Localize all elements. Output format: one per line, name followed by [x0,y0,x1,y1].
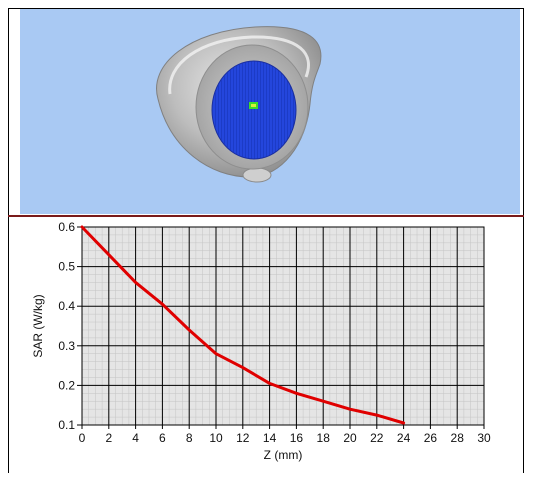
render-svg [156,26,322,183]
y-tick-label: 0.1 [58,418,75,432]
x-tick-label: 14 [263,431,277,445]
x-tick-label: 18 [317,431,331,445]
y-tick-label: 0.6 [58,220,75,234]
x-tick-label: 30 [477,431,491,445]
scan-area [211,60,297,160]
sar-chart: 0 2 4 6 8 10 12 14 16 18 20 22 24 26 28 30 0.1 0.2 0.3 0.4… [20,217,520,473]
phantom-rim [168,35,310,95]
series-line [80,225,406,425]
x-axis-label: Z (mm) [264,448,303,462]
top-frame [8,8,524,216]
y-tick-label: 0.4 [58,299,75,313]
phantom-nub [242,167,272,183]
x-tick-label: 2 [105,431,112,445]
grid-lines [81,226,485,426]
x-tick-label: 16 [290,431,304,445]
x-axis-ticks: 0 2 4 6 8 10 12 14 16 18 20 22 24 26 28 30 [79,425,491,445]
y-axis-ticks: 0.1 0.2 0.3 0.4 0.5 0.6 [58,220,82,432]
x-tick-label: 26 [424,431,438,445]
x-tick-label: 24 [397,431,411,445]
x-tick-label: 0 [79,431,86,445]
x-tick-label: 12 [236,431,250,445]
y-axis-label: SAR (W/kg) [31,294,45,357]
bottom-frame [8,217,524,473]
x-tick-label: 10 [209,431,223,445]
sar-3d-render [20,9,520,214]
frame-divider [8,215,524,217]
y-tick-label: 0.3 [58,339,75,353]
x-tick-label: 28 [451,431,465,445]
x-tick-label: 20 [343,431,357,445]
y-tick-label: 0.2 [58,378,75,392]
x-tick-label: 6 [159,431,166,445]
x-tick-label: 22 [370,431,384,445]
y-tick-label: 0.5 [58,260,75,274]
sar-chart-svg: 0 2 4 6 8 10 12 14 16 18 20 22 24 26 28 30 0.10.20.30.4… [31,220,491,462]
x-tick-label: 8 [186,431,193,445]
x-tick-label: 4 [132,431,139,445]
